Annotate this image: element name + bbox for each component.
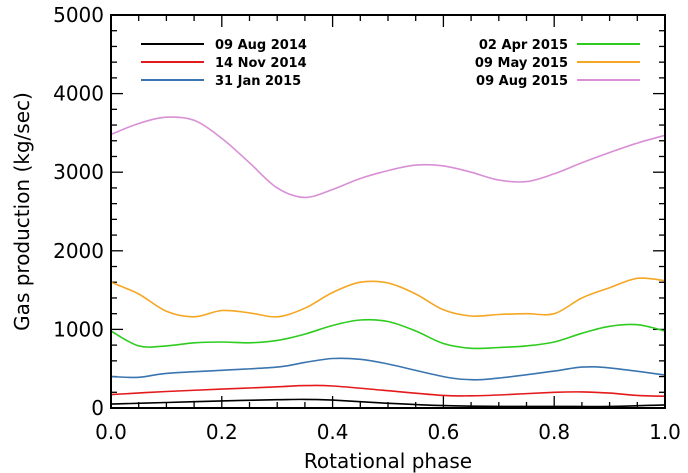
legend-label: 09 Aug 2015 (476, 74, 568, 89)
series-line-3 (110, 318, 666, 350)
x-tick-label: 0.2 (206, 420, 238, 444)
series-line-4 (110, 277, 666, 318)
series-line-2 (110, 357, 666, 381)
legend-label: 14 Nov 2014 (215, 56, 307, 71)
legend-label: 31 Jan 2015 (215, 74, 301, 89)
x-axis-title: Rotational phase (304, 449, 472, 473)
series-line-5 (110, 116, 666, 199)
x-tick-label: 0.4 (317, 420, 349, 444)
y-tick-label: 5000 (53, 3, 104, 27)
legend-label: 09 May 2015 (475, 56, 568, 71)
y-tick-label: 4000 (53, 82, 104, 106)
y-tick-label: 2000 (53, 239, 104, 263)
x-tick-label: 0.8 (538, 420, 570, 444)
y-tick-label: 0 (91, 396, 104, 420)
plot-frame (110, 14, 666, 409)
legend-label: 09 Aug 2014 (215, 38, 307, 53)
legend-label: 02 Apr 2015 (479, 38, 568, 53)
y-axis-title: Gas production (kg/sec) (10, 92, 34, 331)
x-tick-label: 0.6 (427, 420, 459, 444)
y-tick-label: 1000 (53, 317, 104, 341)
y-tick-label: 3000 (53, 160, 104, 184)
series-lines (110, 116, 666, 408)
series-line-0 (110, 398, 666, 408)
axes: 0.0 0.2 0.4 0.6 0.8 1.0 0 1000 2000 3000 4000 5000 (53, 3, 681, 444)
series-line-1 (110, 384, 666, 397)
x-tick-label: 0.0 (95, 420, 127, 444)
x-tick-label: 1.0 (649, 420, 681, 444)
legend: 09 Aug 2014 14 Nov 2014 31 Jan 2015 02 Apr … (141, 38, 640, 89)
